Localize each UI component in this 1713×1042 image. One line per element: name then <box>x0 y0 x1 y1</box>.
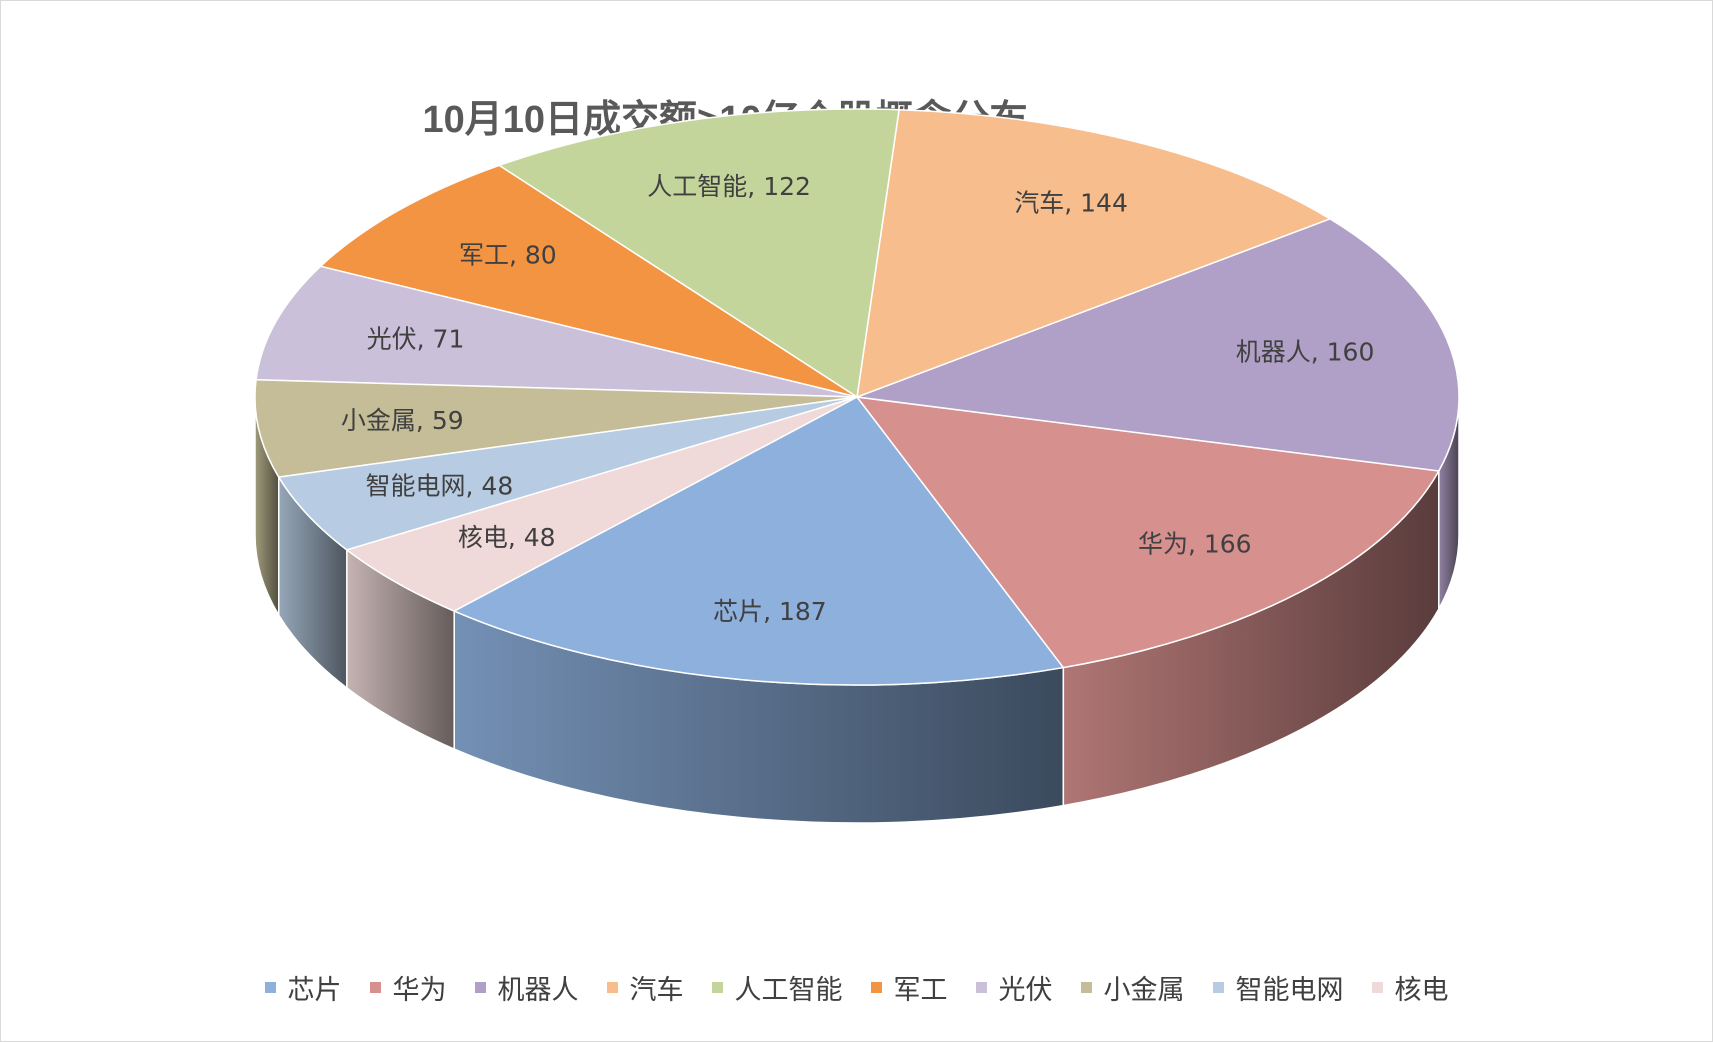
legend-item-华为: 华为 <box>369 968 447 1007</box>
legend-label: 光伏 <box>998 975 1053 1006</box>
data-label-华为: 华为, 166 <box>1138 530 1252 559</box>
legend-item-智能电网: 智能电网 <box>1212 968 1344 1007</box>
data-label-智能电网: 智能电网, 48 <box>366 471 514 500</box>
legend-item-光伏: 光伏 <box>975 968 1053 1007</box>
legend-swatch <box>264 982 276 993</box>
legend-swatch <box>1212 982 1224 993</box>
legend-label: 智能电网 <box>1235 975 1344 1006</box>
legend-swatch <box>474 982 486 993</box>
legend-swatch <box>1080 982 1092 993</box>
legend-item-机器人: 机器人 <box>474 968 579 1007</box>
pie-slice-人工智能 <box>497 108 900 399</box>
data-label-小金属: 小金属, 59 <box>341 406 464 435</box>
data-label-光伏: 光伏, 71 <box>367 325 465 354</box>
pie-slice-机器人 <box>856 218 1460 472</box>
legend-item-核电: 核电 <box>1371 968 1449 1007</box>
legend-label: 小金属 <box>1103 975 1185 1006</box>
legend-item-军工: 军工 <box>870 968 948 1007</box>
data-label-人工智能: 人工智能, 122 <box>647 172 811 201</box>
data-label-芯片: 芯片, 187 <box>713 597 827 626</box>
pie-slice-小金属 <box>254 379 858 478</box>
pie-slice-智能电网 <box>277 396 858 551</box>
pie-slice-华为 <box>855 396 1441 669</box>
pie-slice-核电 <box>345 396 858 612</box>
legend-swatch <box>1371 982 1383 993</box>
legend-swatch <box>711 982 723 993</box>
legend-item-汽车: 汽车 <box>606 968 684 1007</box>
data-label-军工: 军工, 80 <box>459 241 557 270</box>
data-label-机器人: 机器人, 160 <box>1236 338 1375 367</box>
legend-swatch <box>975 982 987 993</box>
pie-slice-光伏 <box>255 265 858 398</box>
legend-label: 机器人 <box>497 975 579 1006</box>
legend-item-人工智能: 人工智能 <box>711 968 843 1007</box>
legend-label: 汽车 <box>629 975 684 1006</box>
legend-swatch <box>606 982 618 993</box>
legend-item-芯片: 芯片 <box>264 968 342 1007</box>
legend-label: 华为 <box>392 975 447 1006</box>
chart-legend: 芯片 华为 机器人 汽车 人工智能 军工 光伏 小金属 智能电网 核电 <box>0 968 1713 1007</box>
legend-label: 核电 <box>1394 975 1449 1006</box>
data-label-核电: 核电, 48 <box>458 523 556 552</box>
pie-slice-汽车 <box>856 108 1332 399</box>
pie-slice-军工 <box>319 164 858 398</box>
legend-swatch <box>369 982 381 993</box>
legend-swatch <box>870 982 882 993</box>
legend-label: 人工智能 <box>734 975 843 1006</box>
legend-label: 军工 <box>893 975 948 1006</box>
legend-item-小金属: 小金属 <box>1080 968 1185 1007</box>
legend-label: 芯片 <box>287 975 342 1006</box>
data-label-汽车: 汽车, 144 <box>1014 189 1128 218</box>
